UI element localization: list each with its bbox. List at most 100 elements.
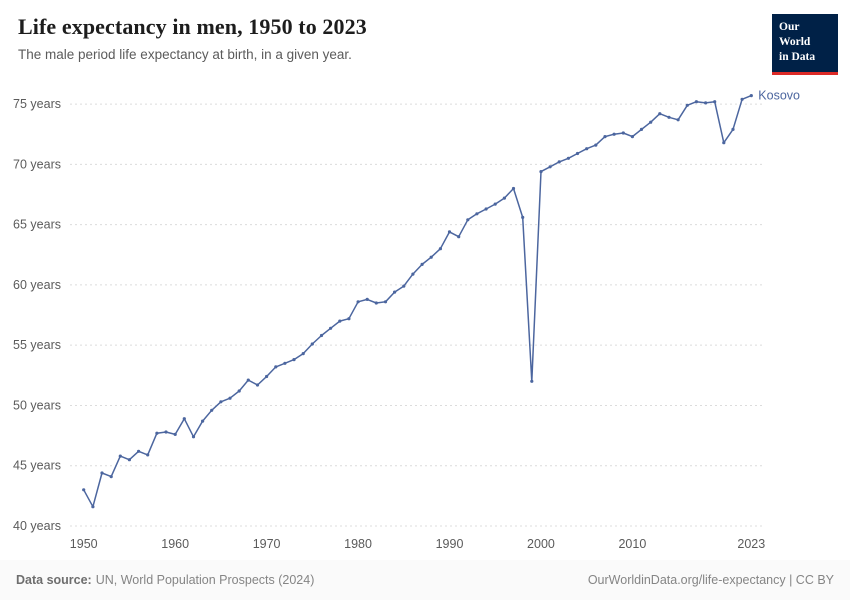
- y-axis-label: 50 years: [13, 398, 61, 412]
- data-point[interactable]: [411, 272, 415, 276]
- chart-titles: Life expectancy in men, 1950 to 2023 The…: [18, 14, 367, 62]
- data-point[interactable]: [228, 396, 232, 400]
- data-point[interactable]: [146, 453, 150, 457]
- data-point[interactable]: [274, 365, 278, 369]
- data-point[interactable]: [676, 118, 680, 122]
- data-point[interactable]: [255, 383, 260, 387]
- data-point[interactable]: [429, 255, 433, 259]
- data-point[interactable]: [191, 435, 196, 439]
- data-point[interactable]: [621, 131, 625, 135]
- data-point[interactable]: [639, 127, 644, 131]
- data-point[interactable]: [722, 141, 726, 145]
- data-point[interactable]: [704, 101, 708, 105]
- x-axis-label: 1950: [70, 537, 98, 551]
- data-point[interactable]: [137, 449, 141, 453]
- data-point[interactable]: [210, 408, 214, 412]
- data-point[interactable]: [91, 505, 95, 509]
- data-point[interactable]: [457, 235, 461, 239]
- data-point[interactable]: [603, 135, 607, 139]
- data-point[interactable]: [557, 160, 561, 164]
- data-point[interactable]: [420, 262, 424, 266]
- data-point[interactable]: [402, 284, 406, 288]
- data-point[interactable]: [475, 212, 479, 216]
- data-point[interactable]: [301, 352, 305, 356]
- data-point[interactable]: [713, 100, 717, 104]
- data-point[interactable]: [246, 378, 250, 382]
- data-point[interactable]: [356, 300, 360, 304]
- chart-footer: Data source: UN, World Population Prospec…: [0, 560, 850, 600]
- data-point[interactable]: [283, 361, 287, 365]
- data-point[interactable]: [347, 317, 351, 321]
- data-point[interactable]: [658, 112, 662, 116]
- data-point[interactable]: [594, 143, 598, 147]
- data-point[interactable]: [155, 431, 159, 435]
- data-point[interactable]: [466, 218, 470, 222]
- data-point[interactable]: [585, 147, 589, 151]
- data-point[interactable]: [511, 186, 516, 191]
- data-point[interactable]: [338, 319, 342, 323]
- data-point[interactable]: [237, 389, 241, 393]
- line-chart[interactable]: 40 years 45 years 50 years 55 years 60 years…: [0, 78, 850, 558]
- data-point[interactable]: [182, 417, 186, 421]
- data-point[interactable]: [649, 120, 653, 124]
- data-point[interactable]: [502, 196, 506, 200]
- data-point[interactable]: [749, 94, 753, 98]
- data-point[interactable]: [127, 458, 131, 462]
- data-source-text: UN, World Population Prospects (2024): [95, 573, 315, 587]
- data-point[interactable]: [383, 300, 388, 304]
- footer-link[interactable]: OurWorldinData.org/life-expectancy | CC …: [587, 573, 834, 587]
- series-label[interactable]: Kosovo: [758, 89, 800, 103]
- x-axis-label: 1980: [344, 537, 372, 551]
- logo-line1: Our World: [779, 21, 811, 48]
- data-point[interactable]: [447, 230, 452, 234]
- logo-line2: in Data: [779, 50, 816, 63]
- y-axis-label: 45 years: [13, 459, 61, 473]
- data-point[interactable]: [164, 430, 168, 434]
- data-point[interactable]: [173, 432, 177, 436]
- data-point[interactable]: [484, 207, 488, 211]
- data-point[interactable]: [438, 247, 442, 251]
- data-point[interactable]: [630, 135, 635, 139]
- data-point[interactable]: [201, 419, 205, 423]
- data-source-label: Data source:: [16, 573, 92, 587]
- data-point[interactable]: [694, 100, 699, 104]
- data-point[interactable]: [731, 127, 735, 131]
- data-point[interactable]: [393, 290, 397, 294]
- data-point[interactable]: [740, 97, 744, 101]
- data-point[interactable]: [109, 475, 113, 479]
- y-axis-label: 40 years: [13, 519, 61, 533]
- data-point[interactable]: [521, 215, 525, 219]
- y-axis-label: 65 years: [13, 218, 61, 232]
- y-axis-label: 75 years: [13, 97, 61, 111]
- data-point[interactable]: [310, 342, 314, 346]
- chart-header: Life expectancy in men, 1950 to 2023 The…: [18, 14, 838, 75]
- x-axis-label: 1960: [161, 537, 189, 551]
- data-point[interactable]: [548, 165, 552, 169]
- data-point[interactable]: [667, 115, 671, 119]
- data-point[interactable]: [365, 297, 369, 301]
- data-point[interactable]: [292, 358, 296, 362]
- x-axis-label: 2010: [618, 537, 646, 551]
- series-line[interactable]: [83, 94, 752, 508]
- data-point[interactable]: [265, 374, 269, 379]
- data-point[interactable]: [219, 400, 223, 404]
- data-point[interactable]: [100, 471, 104, 475]
- data-point[interactable]: [685, 103, 689, 107]
- data-point[interactable]: [374, 301, 378, 305]
- chart-area: 40 years 45 years 50 years 55 years 60 years…: [0, 78, 850, 558]
- data-point[interactable]: [82, 488, 86, 492]
- data-point[interactable]: [575, 151, 580, 156]
- data-point[interactable]: [329, 326, 333, 330]
- x-axis-label: 2023: [737, 537, 765, 551]
- data-point[interactable]: [493, 202, 497, 206]
- data-point[interactable]: [612, 132, 616, 136]
- y-axis-label: 60 years: [13, 278, 61, 292]
- data-point[interactable]: [539, 170, 543, 174]
- data-point[interactable]: [530, 379, 534, 383]
- data-point[interactable]: [566, 156, 571, 160]
- data-point[interactable]: [319, 333, 324, 338]
- data-source: Data source: UN, World Population Prospec…: [16, 573, 314, 587]
- owid-logo[interactable]: Our World in Data: [772, 14, 838, 75]
- data-point[interactable]: [118, 454, 122, 458]
- chart-title: Life expectancy in men, 1950 to 2023: [18, 14, 367, 39]
